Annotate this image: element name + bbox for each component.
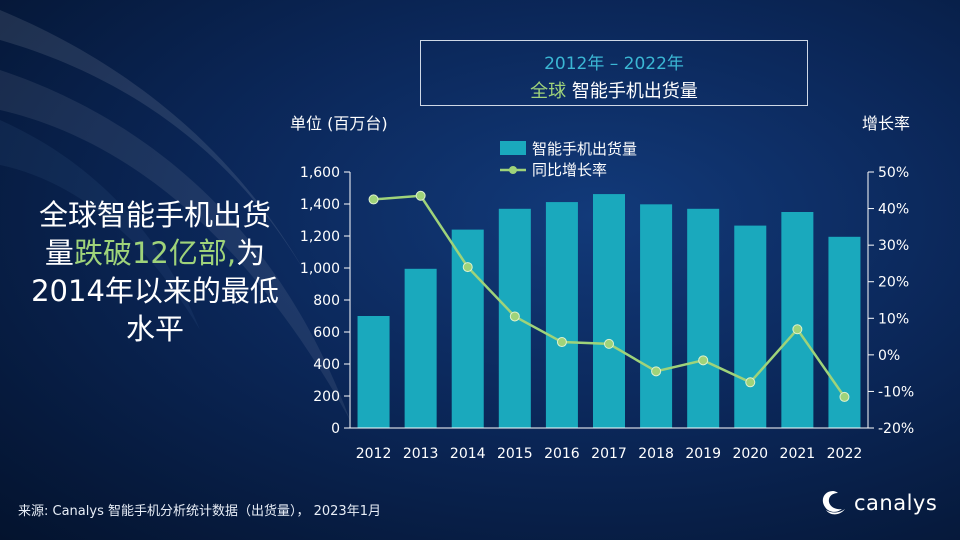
right-axis-tick-label: 10%	[878, 311, 909, 327]
left-axis-tick-label: 0	[331, 421, 340, 437]
left-axis-tick-label: 600	[313, 325, 340, 341]
legend-label-growth: 同比增长率	[532, 161, 607, 179]
right-axis-tick-label: -20%	[878, 421, 914, 437]
chart-title-accent: 全球	[530, 81, 567, 102]
bar	[734, 225, 767, 428]
bar	[545, 202, 578, 428]
growth-rate-point	[745, 377, 756, 388]
headline-highlight: 跌破12亿部,	[73, 236, 237, 270]
growth-rate-point	[556, 337, 567, 348]
left-axis-tick-label: 400	[313, 357, 340, 373]
x-axis-tick-label: 2016	[544, 446, 580, 462]
growth-rate-point	[415, 190, 426, 201]
x-axis-tick-label: 2013	[403, 446, 439, 462]
x-axis-tick-label: 2012	[356, 446, 392, 462]
x-axis-tick-label: 2022	[827, 446, 863, 462]
source-note: 来源: Canalys 智能手机分析统计数据（出货量）， 2023年1月	[18, 504, 381, 519]
headline: 全球智能手机出货量跌破12亿部,为2014年以来的最低水平	[30, 196, 280, 348]
bar	[687, 208, 720, 428]
left-axis-unit: 单位 (百万台)	[290, 114, 388, 133]
right-axis-tick-label: 0%	[878, 348, 900, 364]
headline-part2: 为2014年以来的最低水平	[31, 236, 279, 346]
chart-title-box: 2012年 – 2022年 全球 智能手机出货量	[420, 40, 808, 106]
x-axis-tick-label: 2019	[685, 446, 721, 462]
legend-label-shipments: 智能手机出货量	[532, 140, 637, 158]
headline-part1: 全球智能手机出货量	[38, 198, 271, 270]
right-axis-tick-label: -10%	[878, 384, 914, 400]
left-axis-tick-label: 1,200	[300, 229, 340, 245]
growth-rate-point	[839, 391, 850, 402]
left-axis-tick-label: 800	[313, 293, 340, 309]
chart-title-subject: 全球 智能手机出货量	[421, 77, 807, 103]
growth-rate-point	[509, 311, 520, 322]
x-axis-tick-label: 2017	[591, 446, 627, 462]
bar	[640, 204, 673, 428]
right-axis-tick-label: 40%	[878, 202, 909, 218]
left-axis-tick-label: 1,000	[300, 261, 340, 277]
bar	[451, 229, 484, 428]
chart-title-years: 2012年 – 2022年	[544, 54, 684, 74]
left-axis-tick-label: 200	[313, 389, 340, 405]
bar	[592, 194, 626, 428]
left-axis-tick-label: 1,400	[300, 197, 340, 213]
x-axis-tick-label: 2014	[450, 446, 486, 462]
x-axis-tick-label: 2021	[780, 446, 816, 462]
growth-rate-point	[462, 262, 473, 273]
right-axis-unit: 增长率	[862, 114, 911, 133]
bar	[781, 212, 814, 428]
right-axis-tick-label: 30%	[878, 238, 909, 254]
x-axis-tick-label: 2018	[638, 446, 674, 462]
growth-rate-point	[792, 324, 803, 335]
right-axis-tick-label: 20%	[878, 275, 909, 291]
x-axis-tick-label: 2015	[497, 446, 533, 462]
legend-swatch-bar	[500, 141, 526, 155]
legend-swatch-point	[509, 166, 517, 174]
x-axis-tick-label: 2020	[732, 446, 768, 462]
chart-title-rest: 智能手机出货量	[566, 81, 698, 102]
canalys-logo: canalys	[818, 488, 937, 518]
growth-rate-point	[651, 366, 662, 377]
bar	[404, 268, 437, 428]
canalys-logo-text: canalys	[854, 491, 938, 515]
canalys-logo-icon	[822, 491, 845, 515]
growth-rate-point	[604, 338, 614, 349]
bar	[357, 316, 390, 428]
right-axis-tick-label: 50%	[878, 165, 909, 181]
growth-rate-point	[698, 355, 709, 366]
left-axis-tick-label: 1,600	[300, 165, 340, 181]
growth-rate-point	[368, 194, 379, 205]
